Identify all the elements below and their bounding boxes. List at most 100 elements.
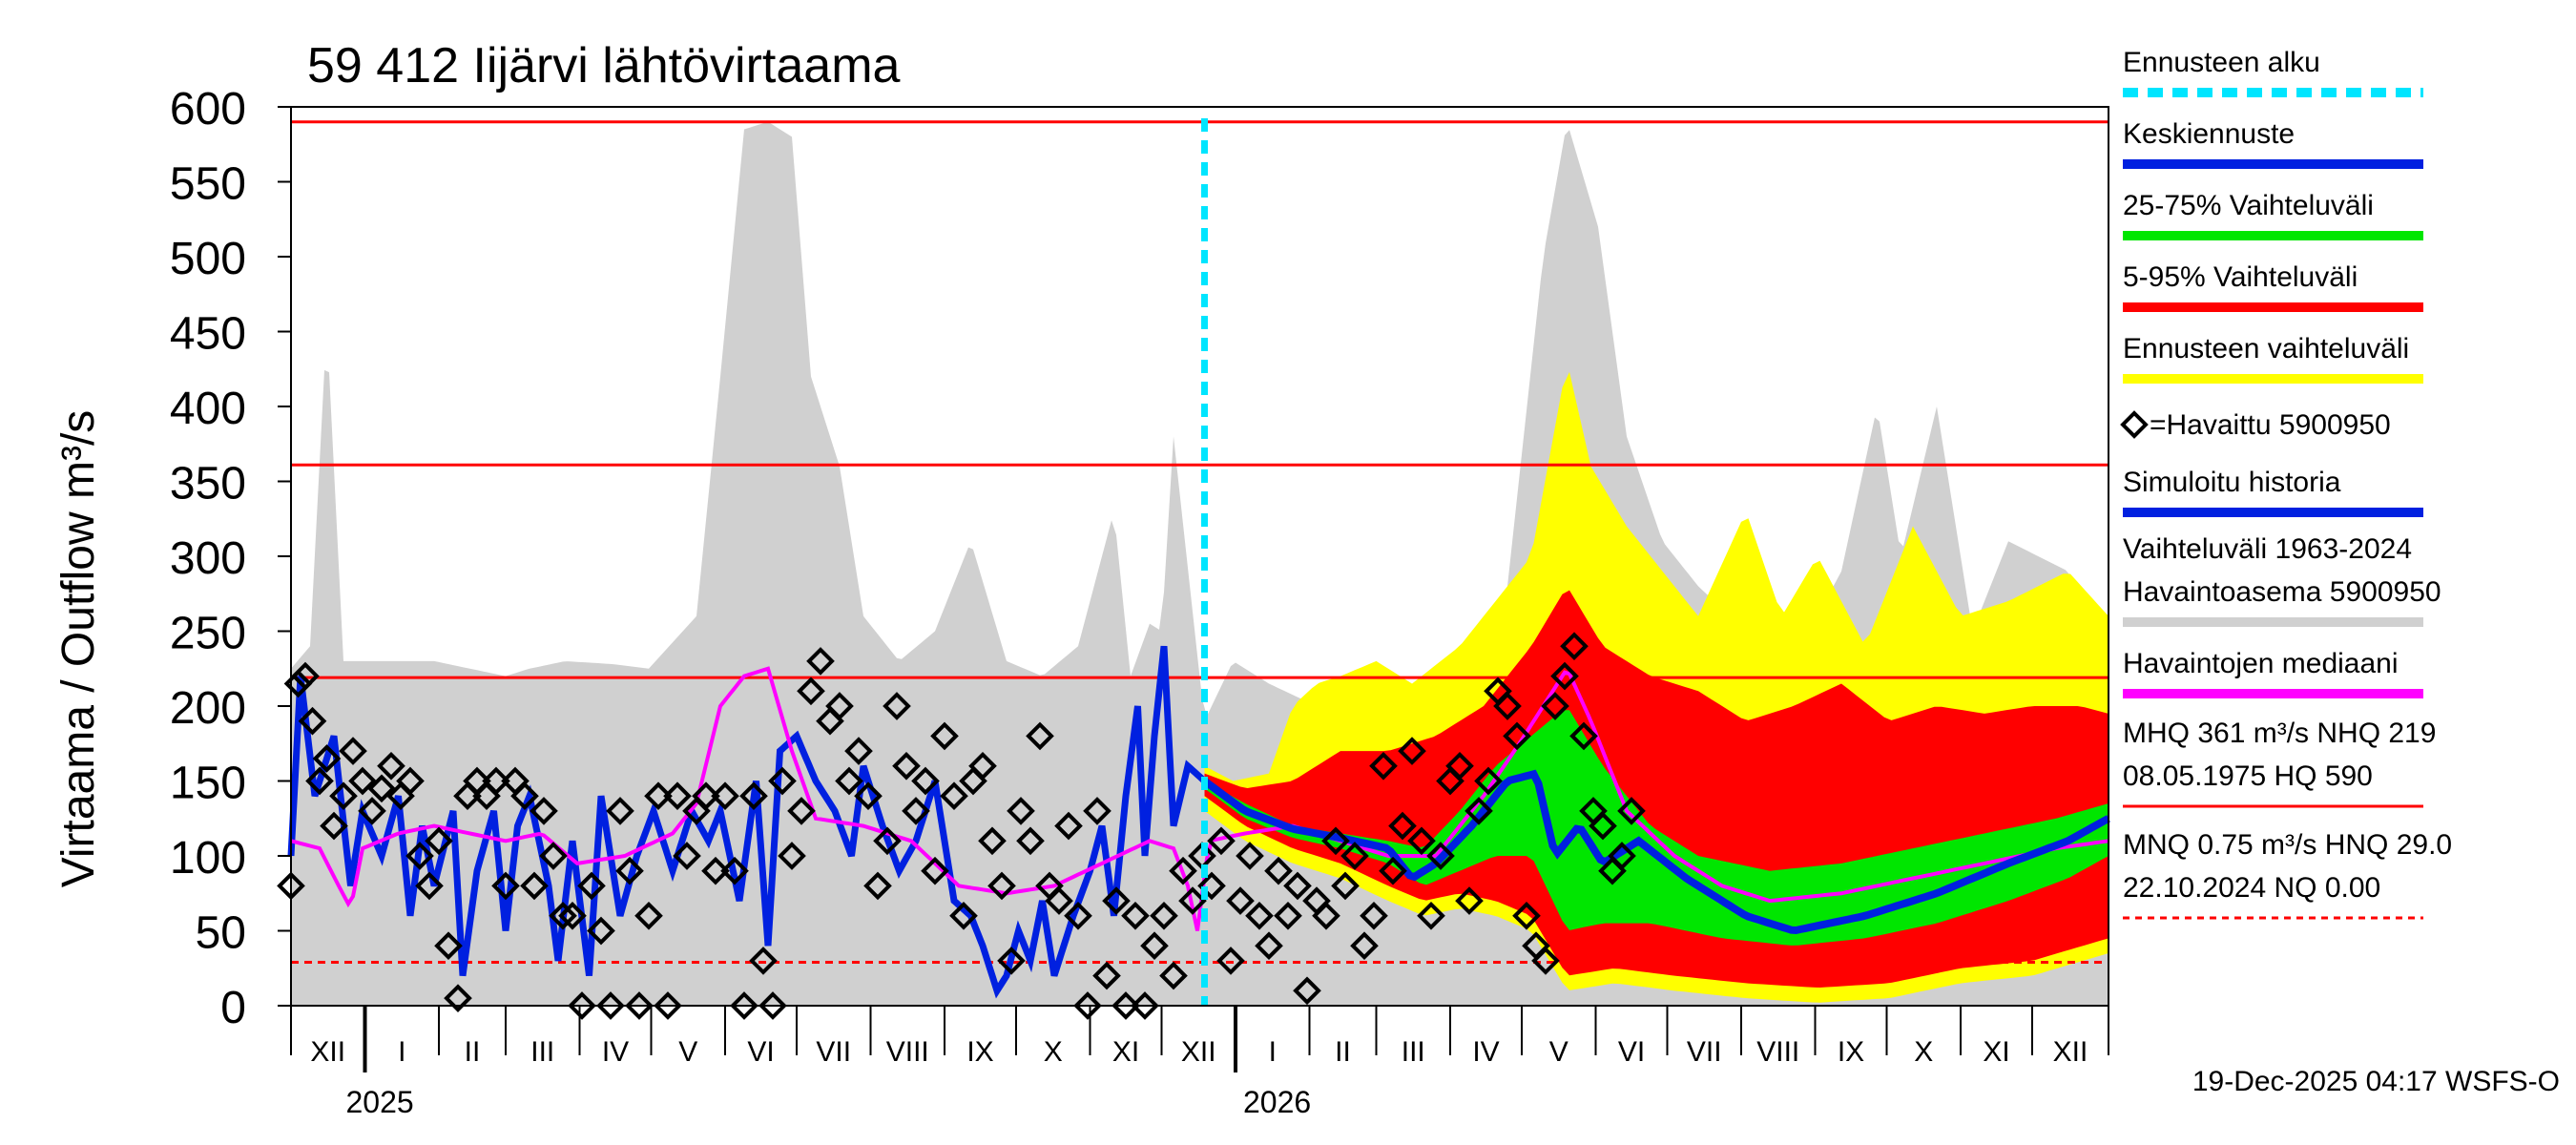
legend-label: 25-75% Vaihteluväli (2123, 190, 2374, 221)
month-label: V (678, 1036, 697, 1068)
month-label: XII (1181, 1036, 1216, 1068)
observed-point (749, 947, 778, 975)
month-label: III (1402, 1036, 1425, 1068)
y-tick-label: 500 (170, 234, 246, 284)
y-tick-label: 150 (170, 759, 246, 809)
observed-point (1589, 811, 1617, 841)
observed-point (1569, 721, 1598, 751)
observed-point (1503, 721, 1531, 751)
month-label: X (1044, 1036, 1063, 1068)
observed-point (1608, 842, 1636, 870)
observed-point (930, 721, 959, 751)
observed-point (1121, 901, 1150, 930)
month-label: VIII (886, 1036, 929, 1068)
month-label: IX (1838, 1036, 1864, 1068)
observed-point (1178, 886, 1207, 915)
observed-point (1407, 826, 1436, 856)
median-line (290, 666, 2109, 931)
observed-point (1445, 751, 1474, 781)
observed-point (415, 871, 444, 901)
observed-point (654, 991, 682, 1020)
legend-label: Ennusteen vaihteluväli (2123, 333, 2409, 364)
legend-diamond-icon (2120, 410, 2149, 439)
observed-point (1617, 797, 1646, 825)
month-label: III (530, 1036, 554, 1068)
y-tick-label: 0 (220, 983, 246, 1033)
forecast-mean-line (1202, 769, 2110, 935)
legend-label: 22.10.2024 NQ 0.00 (2123, 872, 2380, 904)
legend-entry: Ennusteen vaihteluväli (2123, 333, 2423, 384)
observed-point (1379, 856, 1407, 885)
legend-label: 08.05.1975 HQ 590 (2123, 760, 2373, 792)
legend-entry: 08.05.1975 HQ 590 (2123, 760, 2423, 808)
observed-point (634, 901, 663, 930)
legend-label: =Havaittu 5900950 (2150, 409, 2391, 441)
observed-point (1550, 661, 1579, 691)
observed-point (577, 871, 606, 901)
observed-point (1264, 856, 1293, 885)
y-tick-label: 100 (170, 833, 246, 884)
observed-point (663, 781, 692, 811)
observed-point (768, 766, 797, 796)
legend-entry: =Havaittu 5900950 (2120, 409, 2391, 441)
observed-point (1350, 931, 1379, 961)
observed-point (434, 931, 463, 961)
observed-point (892, 751, 921, 781)
month-label: XII (310, 1036, 345, 1068)
observed-point (596, 991, 625, 1020)
y-tick-label: 450 (170, 309, 246, 360)
observed-point (1016, 826, 1045, 856)
legend-label: MHQ 361 m³/s NHQ 219 (2123, 718, 2436, 749)
observed-point (329, 781, 358, 811)
observed-point (797, 677, 825, 706)
legend-label: Havaintojen mediaani (2123, 648, 2399, 679)
legend-label: Keskiennuste (2123, 118, 2295, 150)
observed-point (615, 856, 644, 885)
observed-point (1321, 826, 1350, 856)
observed-point (1045, 886, 1073, 915)
y-tick-label: 400 (170, 384, 246, 434)
observed-point (1092, 961, 1121, 990)
chart-title: 59 412 Iijärvi lähtövirtaama (307, 38, 901, 94)
legend-label: Havaintoasema 5900950 (2123, 576, 2441, 608)
observed-point (778, 842, 806, 870)
observed-point (1465, 797, 1493, 825)
observed-point (1455, 886, 1484, 915)
observed-point (1493, 692, 1522, 720)
legend-entry: MHQ 361 m³/s NHQ 219 (2123, 718, 2436, 749)
legend-label: Ennusteen alku (2123, 47, 2320, 78)
y-tick-label: 300 (170, 533, 246, 584)
observed-point (510, 781, 539, 811)
month-label: VIII (1756, 1036, 1799, 1068)
observed-point (358, 797, 386, 825)
observed-point (339, 737, 367, 765)
observed-point (1111, 991, 1140, 1020)
y-tick-label: 50 (196, 908, 246, 959)
observed-point (1102, 886, 1131, 915)
observed-point (1197, 871, 1226, 901)
observed-point (1131, 991, 1159, 1020)
month-label: V (1549, 1036, 1568, 1068)
observed-point (291, 661, 320, 691)
observed-point (1226, 886, 1255, 915)
observed-point (405, 842, 434, 870)
y-tick-label: 200 (170, 683, 246, 734)
observed-point (1283, 871, 1312, 901)
observed-point (825, 692, 854, 720)
observed-point (997, 947, 1026, 975)
observed-point (305, 766, 334, 796)
month-label: II (465, 1036, 481, 1068)
observed-point (1541, 692, 1569, 720)
observed-point (482, 766, 510, 796)
observed-point (549, 901, 577, 930)
legend-entry: Havaintojen mediaani (2123, 648, 2423, 698)
observed-point (978, 826, 1007, 856)
observed-point (425, 826, 453, 856)
observed-point (1169, 856, 1197, 885)
observed-point (940, 781, 968, 811)
y-tick-label: 600 (170, 84, 246, 135)
observed-point (491, 871, 520, 901)
month-label: II (1335, 1036, 1351, 1068)
